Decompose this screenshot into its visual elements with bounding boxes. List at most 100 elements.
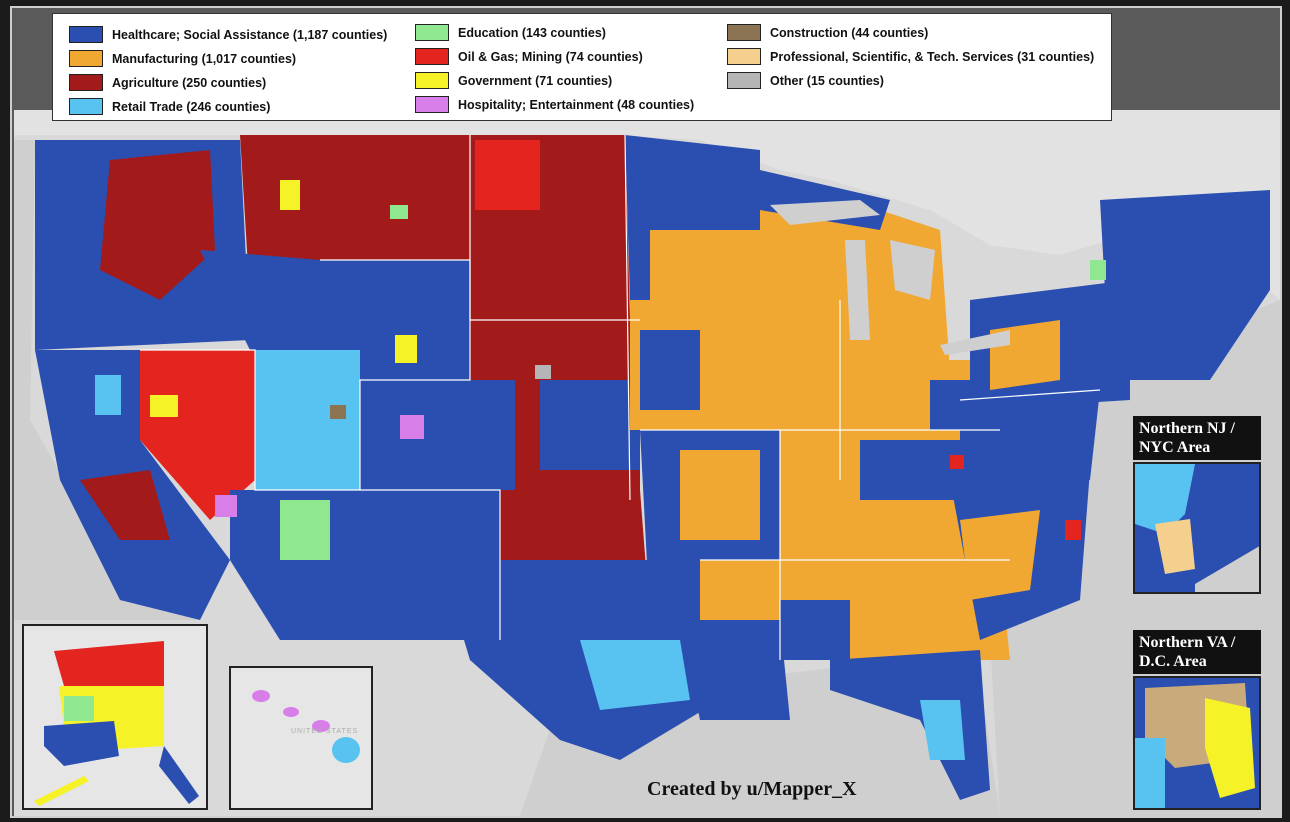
dc-map <box>1135 678 1259 808</box>
legend-label: Retail Trade (246 counties) <box>112 99 271 114</box>
legend-label: Manufacturing (1,017 counties) <box>112 51 297 66</box>
accent-government <box>395 335 417 363</box>
region-mississippi-health <box>780 600 850 660</box>
hawaii-watermark: UNITED STATES <box>291 728 359 735</box>
dc-retail-area <box>1135 738 1165 808</box>
region-ca-ag <box>80 470 170 540</box>
accent-other <box>535 365 551 379</box>
canada-landmass <box>14 110 1280 300</box>
state-borders <box>140 134 1101 660</box>
oahu-island <box>283 707 299 717</box>
accent-hospitality <box>400 415 424 439</box>
legend-item-other: Other (15 counties) <box>727 72 884 89</box>
pacific-ocean <box>14 140 200 620</box>
legend-swatch <box>69 98 103 115</box>
region-colorado <box>360 380 515 490</box>
legend-item-healthcare: Healthcare; Social Assistance (1,187 cou… <box>69 26 387 43</box>
hawaii-inset: UNITED STATES <box>229 666 373 810</box>
region-iowa-health <box>640 330 700 410</box>
kauai-island <box>252 690 270 702</box>
legend-label: Hospitality; Entertainment (48 counties) <box>458 97 695 112</box>
legend-label: Other (15 counties) <box>770 73 884 88</box>
legend-item-profsci: Professional, Scientific, & Tech. Servic… <box>727 48 1094 65</box>
legend-item-education: Education (143 counties) <box>415 24 606 41</box>
accent-construction <box>330 405 346 419</box>
lake-huron <box>890 240 935 300</box>
alaska-aleutians <box>34 776 89 806</box>
region-missouri-mfg <box>680 450 760 540</box>
legend-label: Agriculture (250 counties) <box>112 75 267 90</box>
legend-swatch <box>69 74 103 91</box>
legend-item-agriculture: Agriculture (250 counties) <box>69 74 266 91</box>
region-louisiana <box>680 620 790 720</box>
nyc-map <box>1135 464 1259 592</box>
accent-education <box>1090 260 1106 280</box>
region-pa-mfg <box>990 320 1060 390</box>
legend-swatch <box>727 24 761 41</box>
legend-item-hospitality: Hospitality; Entertainment (48 counties) <box>415 96 694 113</box>
accent-oilgas <box>950 455 964 469</box>
accent-government <box>280 180 300 210</box>
alaska-map <box>34 641 199 806</box>
lake-michigan <box>845 240 870 340</box>
dc-inset <box>1133 676 1261 810</box>
region-new-england <box>1100 190 1270 380</box>
hawaii-map <box>252 690 360 763</box>
legend-swatch <box>415 24 449 41</box>
legend-label: Construction (44 counties) <box>770 25 929 40</box>
accent-retail <box>95 375 121 415</box>
nyc-water <box>1195 546 1259 592</box>
accent-education <box>390 205 408 219</box>
legend-label: Education (143 counties) <box>458 25 606 40</box>
alaska-education <box>64 696 94 721</box>
legend-swatch <box>727 72 761 89</box>
region-az-education <box>280 500 330 560</box>
map-legend: Healthcare; Social Assistance (1,187 cou… <box>52 13 1112 121</box>
legend-label: Healthcare; Social Assistance (1,187 cou… <box>112 27 388 42</box>
region-ag-west <box>100 150 215 300</box>
legend-swatch <box>69 50 103 67</box>
region-florida <box>830 650 990 800</box>
region-north-dakota-oil <box>475 140 540 210</box>
accent-government <box>150 395 178 417</box>
alaska-inset <box>22 624 208 810</box>
legend-item-manufacturing: Manufacturing (1,017 counties) <box>69 50 296 67</box>
legend-label: Oil & Gas; Mining (74 counties) <box>458 49 643 64</box>
legend-swatch <box>415 72 449 89</box>
region-carolinas-mfg <box>960 510 1040 600</box>
lake-erie <box>940 330 1010 355</box>
accent-hospitality <box>215 495 237 517</box>
legend-item-retail: Retail Trade (246 counties) <box>69 98 270 115</box>
alaska-panhandle <box>159 746 199 804</box>
region-idaho-mix <box>200 250 320 350</box>
map-credit: Created by u/Mapper_X <box>647 778 857 800</box>
legend-label: Government (71 counties) <box>458 73 613 88</box>
maui-island <box>312 720 330 732</box>
region-kansas-health <box>540 380 640 470</box>
big-island <box>332 737 360 763</box>
dc-inset-label: Northern VA / D.C. Area <box>1133 630 1261 674</box>
legend-item-oilgas: Oil & Gas; Mining (74 counties) <box>415 48 643 65</box>
region-arizona <box>230 490 370 640</box>
legend-swatch <box>727 48 761 65</box>
nyc-retail-area <box>1135 464 1195 534</box>
legend-item-government: Government (71 counties) <box>415 72 612 89</box>
alaska-north-slope <box>54 641 164 686</box>
legend-swatch <box>415 48 449 65</box>
dc-government-area <box>1205 698 1255 798</box>
nyc-inset <box>1133 462 1261 594</box>
accent-oilgas <box>1065 520 1081 540</box>
legend-label: Professional, Scientific, & Tech. Servic… <box>770 49 1095 64</box>
legend-swatch <box>415 96 449 113</box>
region-nevada <box>140 350 255 520</box>
region-utah <box>255 350 360 490</box>
lake-superior <box>770 200 880 225</box>
region-virginia <box>960 390 1100 490</box>
region-florida-retail <box>920 700 965 760</box>
nyc-profsci-area <box>1155 519 1195 574</box>
region-minnesota-mfg <box>650 230 760 300</box>
alaska-southwest <box>44 721 119 766</box>
region-kentucky-health <box>860 440 960 500</box>
region-texas-retail <box>580 640 690 710</box>
